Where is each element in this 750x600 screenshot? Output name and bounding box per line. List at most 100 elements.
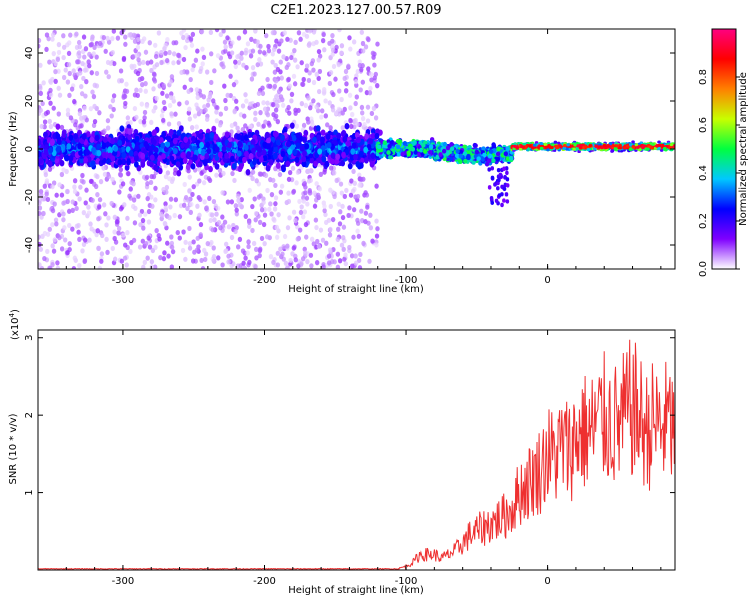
heatmap-cell bbox=[278, 69, 283, 75]
heatmap-cell bbox=[117, 189, 122, 195]
heatmap-cell bbox=[134, 52, 140, 59]
heatmap-cell bbox=[107, 146, 113, 153]
heatmap-cell bbox=[347, 92, 353, 98]
heatmap-cell bbox=[250, 138, 256, 145]
heatmap-cell bbox=[304, 234, 309, 240]
heatmap-cell bbox=[116, 230, 121, 236]
heatmap-cell bbox=[261, 199, 266, 206]
heatmap-cell bbox=[61, 167, 66, 173]
heatmap-cell bbox=[249, 76, 255, 82]
heatmap-cell bbox=[253, 210, 259, 217]
heatmap-cell bbox=[142, 115, 147, 121]
heatmap-cell bbox=[51, 248, 57, 254]
heatmap-cell bbox=[67, 241, 72, 247]
heatmap-cell bbox=[148, 179, 154, 186]
heatmap-cell bbox=[164, 189, 169, 195]
heatmap-cell bbox=[243, 92, 248, 98]
heatmap-cell bbox=[332, 193, 337, 200]
heatmap-cell bbox=[250, 203, 255, 210]
heatmap-cell bbox=[195, 203, 200, 209]
heatmap-cell bbox=[162, 105, 167, 112]
heatmap-cell bbox=[273, 78, 279, 84]
heatmap-cell bbox=[246, 243, 251, 250]
heatmap-cell bbox=[218, 111, 224, 117]
heatmap-cell bbox=[271, 177, 276, 183]
heatmap-cell bbox=[285, 225, 291, 231]
heatmap-cell bbox=[313, 217, 319, 223]
heatmap-cell bbox=[258, 43, 263, 49]
heatmap-cell bbox=[346, 63, 351, 69]
heatmap-cell bbox=[48, 87, 53, 93]
heatmap-cell bbox=[98, 178, 104, 185]
heatmap-cell bbox=[137, 76, 143, 83]
heatmap-cell bbox=[170, 249, 176, 255]
heatmap-cell bbox=[96, 245, 101, 251]
heatmap-cell bbox=[303, 184, 308, 190]
heatmap-cell bbox=[72, 188, 78, 195]
heatmap-cell bbox=[42, 183, 47, 189]
heatmap-cell bbox=[83, 200, 88, 206]
heatmap-cell bbox=[72, 178, 78, 184]
heatmap-cell bbox=[214, 172, 219, 178]
heatmap-cell bbox=[114, 219, 120, 225]
heatmap-cell bbox=[228, 43, 234, 49]
heatmap-cell bbox=[350, 188, 356, 194]
heatmap-cell bbox=[183, 44, 188, 51]
heatmap-cell bbox=[168, 196, 174, 202]
heatmap-cell bbox=[330, 189, 335, 195]
heatmap-cell bbox=[239, 55, 244, 61]
heatmap-cell bbox=[337, 221, 343, 227]
heatmap-cell bbox=[286, 198, 292, 205]
heatmap-cell bbox=[76, 229, 81, 235]
heatmap-cell bbox=[235, 193, 241, 199]
heatmap-cell bbox=[188, 76, 193, 83]
heatmap-cell bbox=[273, 107, 279, 113]
heatmap-cell bbox=[205, 141, 211, 149]
heatmap-cell bbox=[91, 51, 96, 57]
heatmap-cell bbox=[225, 35, 230, 41]
heatmap-cell bbox=[189, 201, 194, 207]
heatmap-cell bbox=[312, 136, 317, 143]
heatmap-cell bbox=[151, 174, 157, 180]
heatmap-cell bbox=[101, 151, 107, 159]
heatmap-cell bbox=[67, 70, 72, 77]
heatmap-cell bbox=[273, 113, 279, 119]
heatmap-cell bbox=[225, 92, 230, 98]
heatmap-cell bbox=[196, 166, 202, 172]
heatmap-cell bbox=[41, 210, 46, 217]
heatmap-cell bbox=[55, 123, 61, 130]
heatmap-cell bbox=[207, 93, 213, 100]
heatmap-cell bbox=[223, 241, 229, 247]
heatmap-cell bbox=[214, 118, 220, 124]
heatmap-cell bbox=[320, 38, 326, 44]
heatmap-cell bbox=[59, 246, 65, 252]
heatmap-cell bbox=[258, 156, 264, 163]
heatmap-cell bbox=[214, 109, 219, 115]
heatmap-cell bbox=[243, 213, 248, 219]
heatmap-cell bbox=[229, 50, 235, 56]
heatmap-cell bbox=[349, 123, 354, 130]
heatmap-cell bbox=[44, 178, 50, 184]
heatmap-cell bbox=[160, 142, 166, 149]
heatmap-cell bbox=[256, 90, 262, 97]
heatmap-cell bbox=[306, 119, 311, 125]
heatmap-cell bbox=[264, 131, 270, 139]
heatmap-cell bbox=[289, 98, 294, 104]
heatmap-cell bbox=[272, 152, 278, 160]
heatmap-cell bbox=[325, 122, 330, 128]
heatmap-cell bbox=[81, 114, 87, 121]
heatmap-cell bbox=[134, 87, 139, 93]
heatmap-cell bbox=[143, 141, 149, 148]
heatmap-cell bbox=[164, 93, 170, 99]
heatmap-cell bbox=[62, 237, 68, 243]
heatmap-cell bbox=[280, 134, 285, 141]
heatmap-cell bbox=[248, 101, 253, 107]
heatmap-cell bbox=[169, 111, 174, 117]
heatmap-cell bbox=[200, 266, 206, 269]
heatmap-cell bbox=[340, 214, 346, 221]
heatmap-cell bbox=[365, 118, 371, 124]
heatmap-cell bbox=[47, 59, 52, 65]
heatmap-cell bbox=[68, 32, 73, 38]
heatmap-cell bbox=[209, 132, 215, 139]
heatmap-cell bbox=[234, 211, 240, 217]
